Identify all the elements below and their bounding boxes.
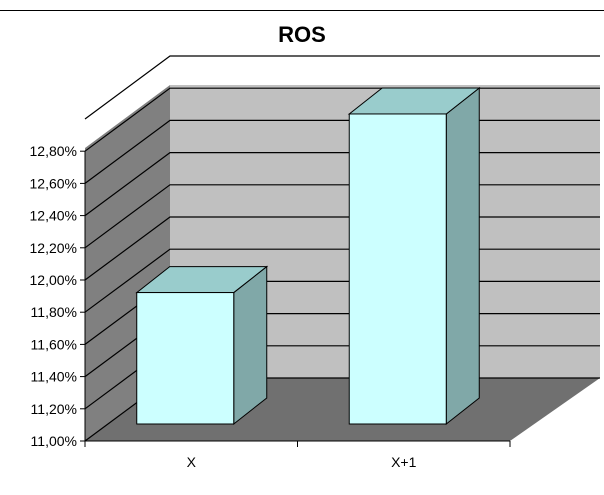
bar-front (136, 292, 235, 425)
y-tick-label: 12,40% (30, 208, 77, 224)
top-rule (0, 10, 604, 11)
x-tick-label: X+1 (391, 454, 417, 470)
y-tick-label: 11,00% (31, 433, 77, 449)
x-tick-label: X (187, 454, 197, 470)
y-tick-label: 11,60% (31, 336, 77, 352)
y-tick-label: 12,60% (30, 175, 77, 191)
gridline (84, 55, 600, 120)
y-tick-label: 12,80% (30, 143, 77, 159)
bar (347, 86, 481, 426)
bar (135, 265, 269, 426)
y-tick-label: 11,40% (31, 369, 77, 385)
bar-side (233, 265, 268, 426)
bar-front (348, 113, 447, 425)
bar-side (445, 86, 480, 426)
y-tick-label: 12,00% (30, 272, 77, 288)
chart-title: ROS (278, 22, 326, 47)
y-tick-label: 11,20% (31, 401, 77, 417)
y-tick-label: 12,20% (30, 240, 77, 256)
y-tick-label: 11,80% (31, 304, 77, 320)
